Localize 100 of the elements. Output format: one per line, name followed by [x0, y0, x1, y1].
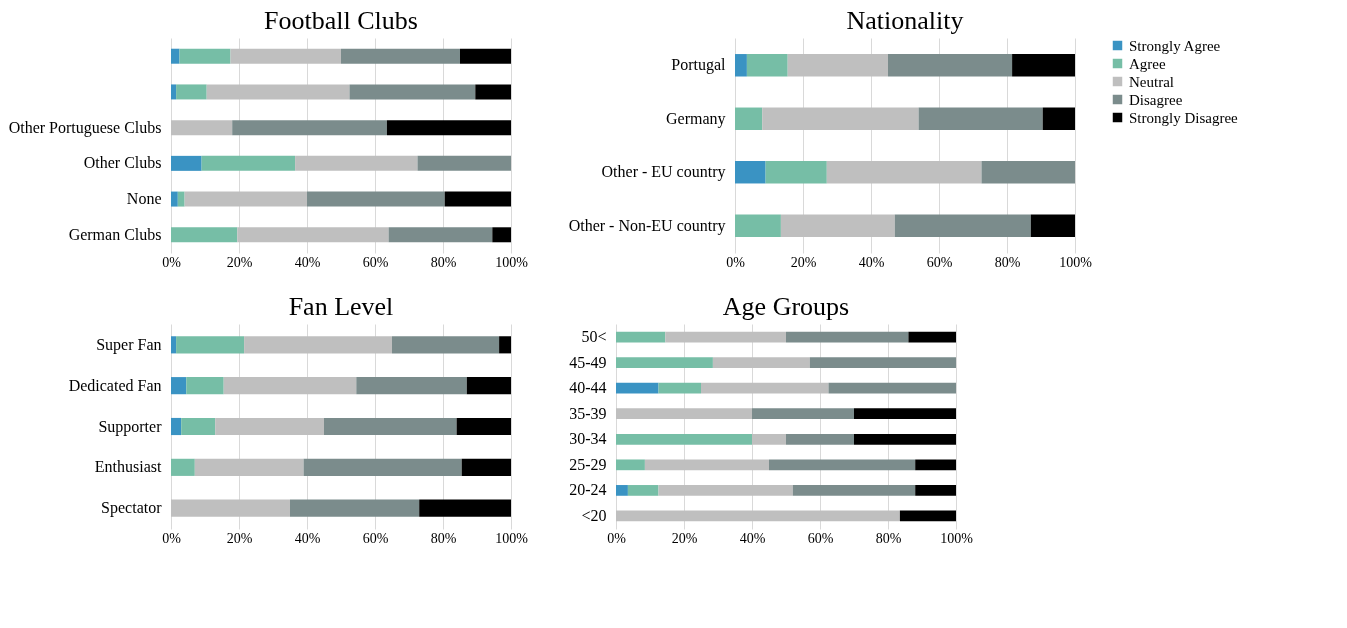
y-tick-label: Germany — [665, 109, 726, 128]
x-tick-label: 20% — [671, 530, 698, 546]
bar — [171, 377, 187, 395]
bar — [290, 499, 420, 517]
bar — [786, 433, 854, 445]
chart-title: Nationality — [846, 6, 964, 35]
bar — [171, 227, 238, 243]
y-tick-label: Portugal — [671, 56, 727, 75]
bar — [735, 54, 747, 77]
bar — [765, 161, 827, 184]
legend-label: Neutral — [1129, 73, 1174, 90]
y-tick-label: 25-29 — [569, 455, 607, 473]
y-tick-label: 45-49 — [569, 353, 607, 371]
x-tick-label: 100% — [495, 254, 529, 270]
bar — [915, 485, 956, 496]
bar — [176, 336, 245, 354]
bar — [444, 191, 511, 207]
y-tick-label: Other Portuguese Clubs — [8, 118, 162, 137]
bar — [828, 382, 956, 394]
y-tick-label: 40-44 — [569, 379, 607, 397]
bar — [752, 433, 786, 445]
x-tick-label: 20% — [226, 530, 253, 546]
bar — [616, 331, 666, 343]
bar — [616, 357, 713, 368]
x-tick-label: 60% — [926, 254, 953, 270]
bar — [356, 377, 467, 395]
bar — [499, 336, 511, 354]
bar — [809, 357, 956, 368]
y-tick-label: Other - EU country — [601, 163, 726, 182]
bar — [658, 485, 793, 496]
y-tick-label: Other - Non-EU country — [568, 216, 726, 235]
bar — [177, 191, 185, 207]
bar — [171, 458, 195, 476]
bar — [324, 417, 457, 436]
x-tick-label: 60% — [362, 254, 389, 270]
bar — [181, 417, 216, 436]
bar — [303, 458, 462, 476]
x-tick-label: 80% — [430, 254, 457, 270]
bar — [616, 433, 752, 445]
bar — [658, 382, 701, 394]
bar — [735, 161, 766, 184]
bar — [616, 485, 628, 496]
legend-label: Strongly Agree — [1129, 37, 1221, 54]
chart-title: Football Clubs — [264, 6, 418, 35]
legend-label: Strongly Disagree — [1129, 109, 1239, 126]
bar — [908, 331, 956, 343]
bar — [769, 459, 916, 471]
bar — [616, 510, 900, 522]
x-tick-label: 20% — [790, 254, 817, 270]
x-tick-label: 0% — [607, 530, 627, 546]
bar — [894, 214, 1031, 237]
bar — [780, 214, 895, 237]
x-tick-label: 40% — [294, 254, 321, 270]
y-tick-label: 20-24 — [569, 481, 607, 499]
bar — [206, 84, 350, 100]
bar — [787, 54, 888, 77]
bar — [341, 48, 460, 64]
bar — [461, 458, 511, 476]
bar — [392, 336, 500, 354]
bar — [176, 84, 207, 100]
bar — [786, 331, 909, 343]
bar — [417, 155, 511, 171]
legend-label: Disagree — [1129, 91, 1183, 108]
bar — [701, 382, 829, 394]
y-tick-label: None — [126, 190, 162, 208]
bar — [460, 48, 511, 64]
bar — [735, 214, 781, 237]
bar — [171, 191, 178, 207]
x-tick-label: 60% — [807, 530, 834, 546]
bar — [171, 499, 290, 517]
bar — [194, 458, 304, 476]
x-tick-label: 40% — [858, 254, 885, 270]
bar — [184, 191, 307, 207]
bar — [854, 433, 956, 445]
bar — [1012, 54, 1075, 77]
legend-label: Agree — [1129, 55, 1166, 72]
y-tick-label: 30-34 — [569, 430, 607, 448]
bar — [201, 155, 296, 171]
bar — [918, 107, 1043, 130]
y-tick-label: 50< — [581, 328, 607, 346]
x-tick-label: 100% — [940, 530, 974, 546]
bar — [388, 227, 493, 243]
bar — [307, 191, 445, 207]
bar — [232, 120, 387, 136]
bar — [746, 54, 788, 77]
bar — [1030, 214, 1075, 237]
x-tick-label: 0% — [162, 254, 182, 270]
bar — [171, 48, 180, 64]
bar — [752, 408, 854, 420]
bar — [826, 161, 982, 184]
x-tick-label: 20% — [226, 254, 253, 270]
bar — [1042, 107, 1075, 130]
bar — [915, 459, 956, 471]
bar — [295, 155, 418, 171]
bar — [237, 227, 389, 243]
bar — [899, 510, 956, 522]
x-tick-label: 80% — [994, 254, 1021, 270]
y-tick-label: Spectator — [101, 499, 163, 518]
bar — [644, 459, 769, 471]
x-tick-label: 0% — [162, 530, 182, 546]
